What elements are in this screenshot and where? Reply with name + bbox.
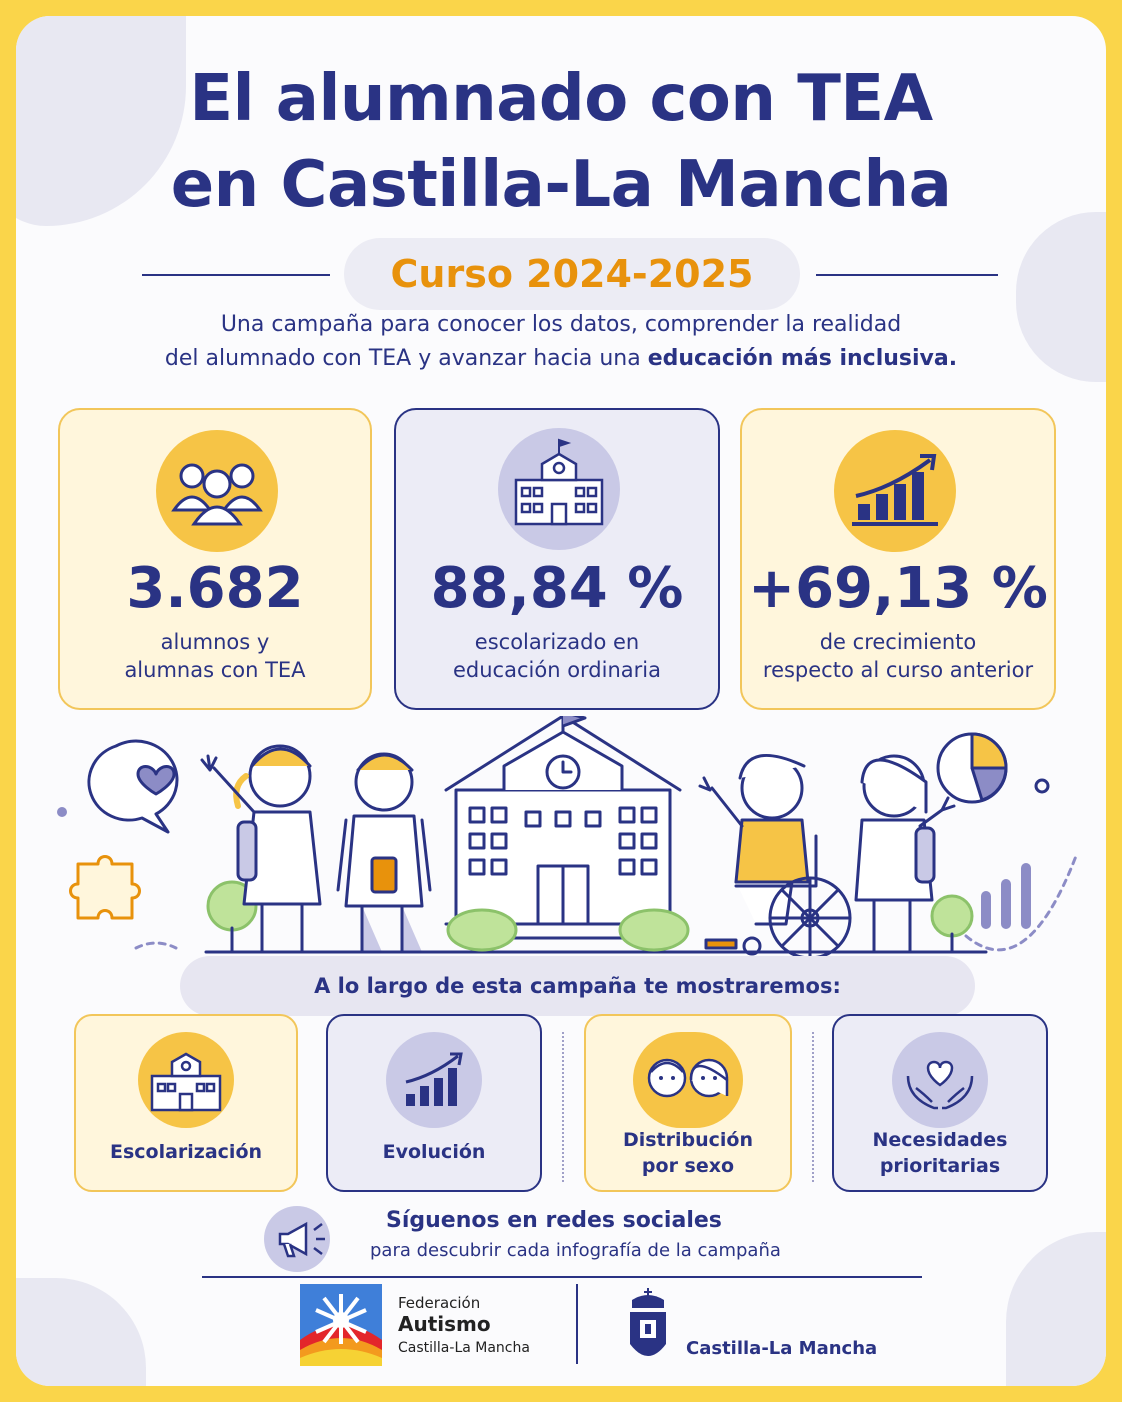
topic-card-evolution: Evolución (326, 1014, 542, 1192)
intro-line2-plain: del alumnado con TEA y avanzar hacia una (164, 346, 648, 371)
federation-logo (300, 1284, 382, 1366)
topic-label-sex-distribution-2: por sexo (641, 1155, 735, 1177)
stat-value-ordinary: 88,84 % (430, 556, 684, 621)
topic-card-schooling: Escolarización (74, 1014, 298, 1192)
topic-label-priority-needs-2: prioritarias (879, 1155, 1001, 1177)
students-group-icon (156, 430, 278, 552)
stat-label-ordinary-1: escolarizado en (474, 630, 640, 654)
footer-separator (576, 1284, 578, 1364)
stat-label-students-1: alumnos y (160, 630, 270, 654)
stat-label-growth-2: respecto al curso anterior (762, 658, 1034, 682)
topic-card-priority-needs: Necesidades prioritarias (832, 1014, 1048, 1192)
school-building-icon (498, 428, 620, 550)
decor-blob-bottom-left (16, 1278, 146, 1386)
topic-divider-1 (562, 1032, 564, 1182)
course-rule-left (142, 274, 330, 276)
stat-label-growth-1: de crecimiento (819, 630, 977, 654)
regional-government-name: Castilla-La Mancha (686, 1338, 878, 1359)
stat-label-ordinary-2: educación ordinaria (453, 658, 661, 682)
follow-subtitle: para descubrir cada infografía de la cam… (370, 1240, 781, 1261)
federation-name-line3: Castilla-La Mancha (398, 1340, 530, 1356)
stat-card-growth: +69,13 % de crecimiento respecto al curs… (740, 408, 1056, 710)
school-illustration (57, 716, 1078, 960)
federation-name-line2: Autismo (398, 1312, 491, 1336)
school-icon (138, 1032, 234, 1128)
stat-label-students-2: alumnas con TEA (124, 658, 306, 682)
topic-label-sex-distribution-1: Distribución (622, 1129, 754, 1151)
page-title-line1: El alumnado con TEA (189, 62, 933, 136)
growth-chart-icon (834, 430, 956, 552)
boy-girl-icon (633, 1032, 743, 1128)
topics-banner: A lo largo de esta campaña te mostraremo… (180, 956, 975, 1016)
rising-chart-icon (386, 1032, 482, 1128)
topic-divider-2 (812, 1032, 814, 1182)
stat-value-growth: +69,13 % (748, 556, 1048, 621)
intro-line2: del alumnado con TEA y avanzar hacia una… (16, 346, 1106, 371)
topic-card-sex-distribution: Distribución por sexo (584, 1014, 792, 1192)
topic-label-evolution: Evolución (382, 1141, 486, 1163)
topic-label-priority-needs-1: Necesidades (872, 1129, 1008, 1151)
infographic-page: El alumnado con TEA en Castilla-La Manch… (16, 16, 1106, 1386)
intro-line1: Una campaña para conocer los datos, comp… (220, 312, 902, 337)
federation-name-line1: Federación (398, 1294, 481, 1312)
regional-government-crest (626, 1288, 670, 1366)
stat-value-students: 3.682 (126, 556, 304, 621)
course-rule-right (816, 274, 998, 276)
stat-card-students: 3.682 alumnos y alumnas con TEA (58, 408, 372, 710)
hands-heart-icon (892, 1032, 988, 1128)
page-title-line2: en Castilla-La Mancha (170, 148, 952, 222)
footer-rule (202, 1276, 922, 1278)
course-label: Curso 2024-2025 (344, 238, 800, 310)
follow-title: Síguenos en redes sociales (386, 1208, 722, 1233)
course-banner: Curso 2024-2025 (16, 238, 1106, 310)
megaphone-icon (264, 1206, 330, 1272)
intro-line2-bold: educación más inclusiva. (647, 346, 958, 371)
topic-label-schooling: Escolarización (109, 1141, 263, 1163)
stat-card-ordinary: 88,84 % escolarizado en educación ordina… (394, 408, 720, 710)
decor-blob-bottom-right (1006, 1232, 1106, 1386)
